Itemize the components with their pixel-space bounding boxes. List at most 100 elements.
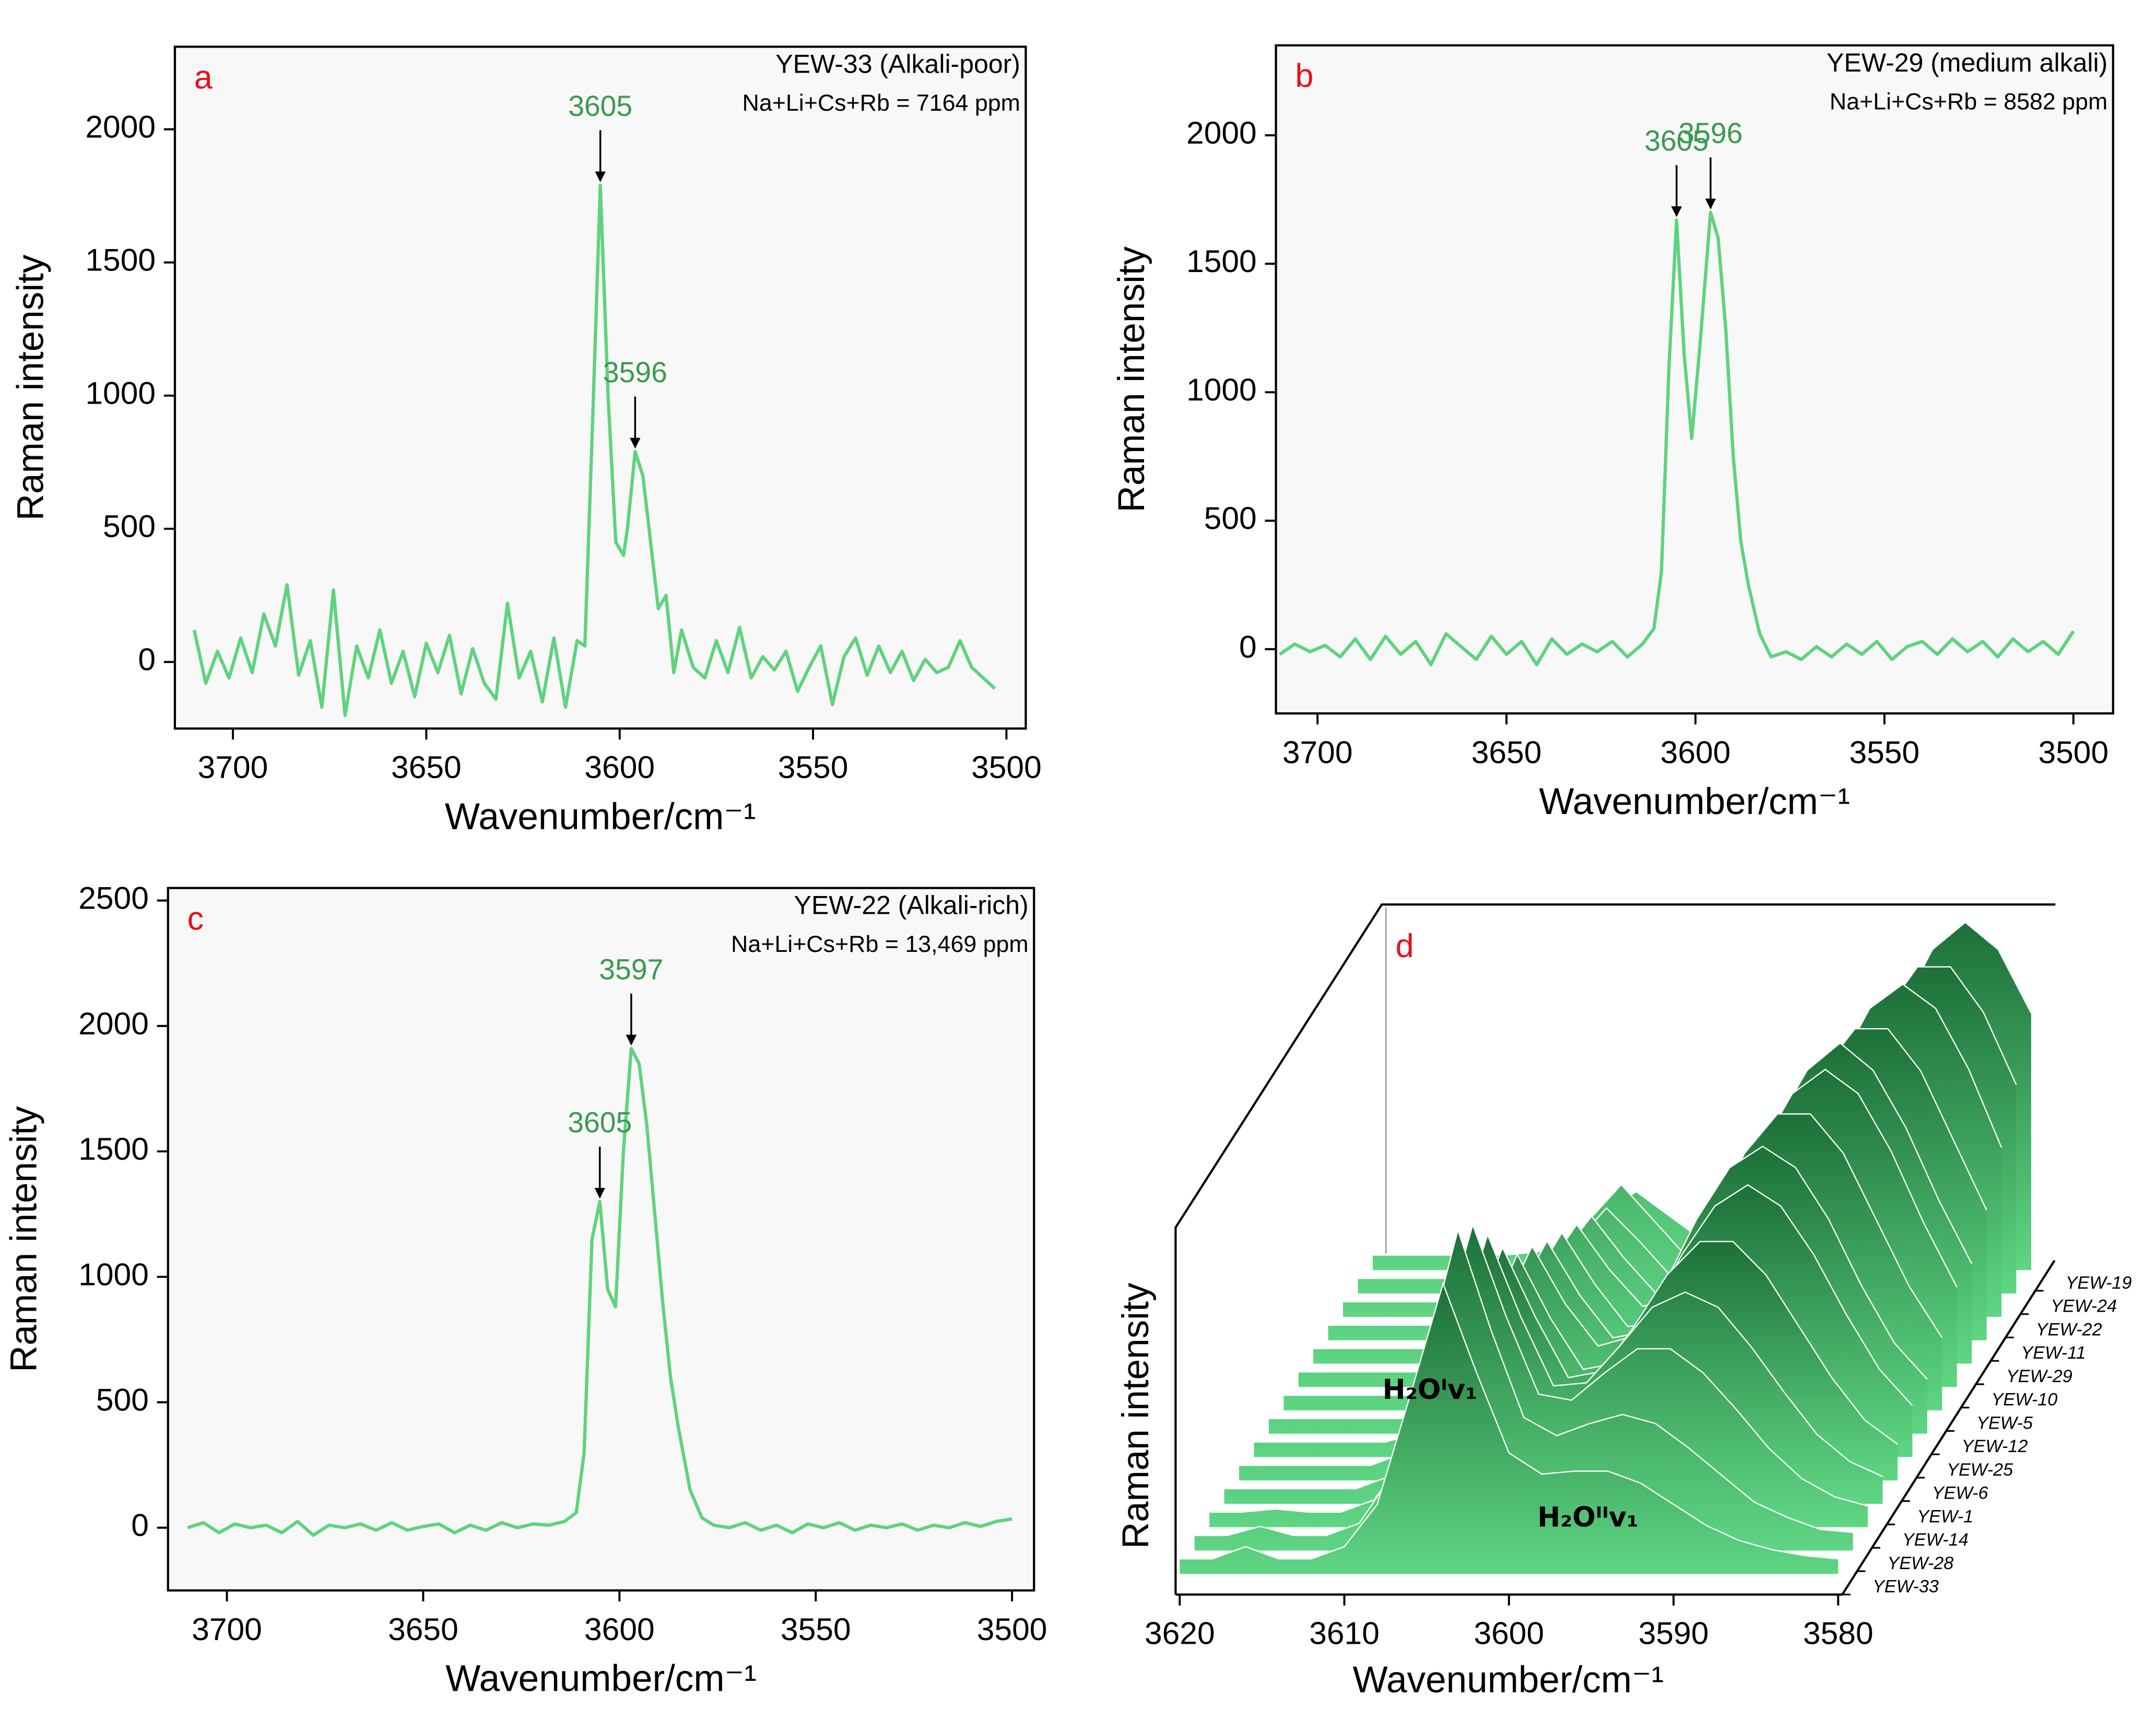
spectrum-line xyxy=(1279,210,2075,666)
y-tick-label: 1000 xyxy=(78,1256,149,1292)
spectrum-line xyxy=(1283,1113,1943,1396)
plot-frame xyxy=(167,887,1035,1592)
x-tick-label: 3620 xyxy=(1145,1616,1215,1651)
sample-title: YEW-29 (medium alkali) xyxy=(1827,48,2107,77)
y-tick-label: 1500 xyxy=(85,242,156,278)
y-tick-label: 0 xyxy=(1239,629,1257,664)
x-tick-label: 3550 xyxy=(1849,734,1920,770)
series-label: YEW-14 xyxy=(1902,1530,1969,1550)
x-tick-label: 3700 xyxy=(198,749,268,785)
spectrum-line xyxy=(1268,1146,1928,1419)
series-label: YEW-28 xyxy=(1888,1553,1954,1573)
series-label: YEW-6 xyxy=(1932,1483,1989,1503)
x-tick-label: 3650 xyxy=(391,749,462,785)
peak-label: 3605 xyxy=(568,90,632,122)
x-tick-label: 3500 xyxy=(977,1611,1047,1647)
y-tick-label: 500 xyxy=(1204,500,1257,536)
x-tick-label: 3600 xyxy=(1660,734,1731,770)
series-label: YEW-5 xyxy=(1976,1413,2033,1433)
series-label: YEW-29 xyxy=(2006,1366,2072,1386)
series-label: YEW-25 xyxy=(1947,1460,2013,1480)
panel-letter: b xyxy=(1295,58,1313,95)
spectrum-line xyxy=(1298,1068,1958,1373)
x-tick-label: 3580 xyxy=(1803,1616,1874,1651)
spectrum-area xyxy=(1180,1283,1839,1574)
peak-label: 3597 xyxy=(599,953,663,985)
x-tick-label: 3700 xyxy=(192,1611,262,1647)
band-label: H₂Oᴵv₁ xyxy=(1383,1374,1478,1406)
sample-title: YEW-33 (Alkali-poor) xyxy=(775,50,1020,79)
y-tick-label: 0 xyxy=(138,642,156,677)
x-tick-label: 3550 xyxy=(781,1611,851,1647)
series-label: YEW-1 xyxy=(1917,1506,1973,1526)
series-label: YEW-22 xyxy=(2036,1319,2102,1339)
y-axis-title: Raman intensity xyxy=(1115,1282,1157,1549)
y-axis-title: Raman intensity xyxy=(1111,246,1152,512)
series-label: YEW-10 xyxy=(1992,1390,2058,1410)
x-axis-title: Wavenumber/cm⁻¹ xyxy=(1353,1659,1664,1701)
spectrum-line xyxy=(192,183,996,717)
x-tick-label: 3590 xyxy=(1639,1616,1709,1651)
peak-label: 3596 xyxy=(603,356,667,388)
sample-subtitle: Na+Li+Cs+Rb = 13,469 ppm xyxy=(731,931,1029,957)
y-tick-label: 500 xyxy=(103,509,156,544)
spectrum-line xyxy=(1180,1281,1839,1560)
plot-frame xyxy=(173,45,1027,730)
series-label: YEW-11 xyxy=(2021,1343,2086,1363)
spectrum-line xyxy=(1194,1228,1853,1536)
x-tick-label: 3650 xyxy=(1471,734,1542,770)
y-tick-label: 500 xyxy=(96,1382,149,1418)
plot-area xyxy=(168,888,1034,1590)
spectrum-area xyxy=(1209,1224,1868,1527)
spectrum-line xyxy=(187,1046,1012,1537)
peak-label: 3596 xyxy=(1678,117,1742,149)
y-tick-label: 0 xyxy=(131,1507,149,1543)
y-axis-title: Raman intensity xyxy=(3,1106,44,1372)
panel-letter: a xyxy=(194,59,213,96)
x-tick-label: 3500 xyxy=(2038,734,2108,770)
y-axis-title: Raman intensity xyxy=(10,254,52,521)
x-axis-title: Wavenumber/cm⁻¹ xyxy=(445,1658,757,1699)
plot-frame xyxy=(1275,44,2114,715)
series-label: YEW-12 xyxy=(1962,1436,2028,1456)
spectrum-area xyxy=(1194,1230,1853,1551)
x-tick-label: 3650 xyxy=(388,1611,458,1647)
spectrum-line xyxy=(1224,1233,1883,1490)
y-tick-label: 2000 xyxy=(85,109,156,145)
spectrum-line xyxy=(1254,1184,1913,1443)
series-label: YEW-33 xyxy=(1872,1577,1939,1597)
y-tick-label: 2000 xyxy=(1186,115,1257,150)
x-tick-label: 3700 xyxy=(1282,734,1353,770)
peak-label: 3605 xyxy=(1644,125,1709,157)
plot-area xyxy=(1276,45,2113,714)
x-tick-label: 3610 xyxy=(1309,1616,1380,1651)
panel-letter: d xyxy=(1396,928,1414,964)
x-tick-label: 3550 xyxy=(778,749,849,785)
depth-axis-line xyxy=(1841,1259,2056,1595)
x-axis-title: Wavenumber/cm⁻¹ xyxy=(1539,781,1850,822)
series-label: YEW-19 xyxy=(2066,1273,2132,1293)
spectrum-line xyxy=(1239,1241,1898,1466)
peak-label: 3605 xyxy=(568,1106,632,1138)
x-axis-title: Wavenumber/cm⁻¹ xyxy=(445,796,756,838)
y-tick-label: 1500 xyxy=(1186,243,1257,279)
y-tick-label: 2000 xyxy=(78,1006,149,1041)
sample-title: YEW-22 (Alkali-rich) xyxy=(794,891,1029,920)
x-tick-label: 3600 xyxy=(584,1611,655,1647)
y-tick-label: 2500 xyxy=(78,880,149,916)
sample-subtitle: Na+Li+Cs+Rb = 8582 ppm xyxy=(1830,88,2107,114)
y-tick-label: 1000 xyxy=(1186,372,1257,407)
y-tick-label: 1000 xyxy=(85,375,156,411)
spectrum-line xyxy=(1313,1042,1973,1349)
series-label: YEW-24 xyxy=(2051,1297,2117,1316)
band-label: H₂Oᴵᴵv₁ xyxy=(1537,1502,1639,1534)
x-tick-label: 3600 xyxy=(584,749,655,785)
sample-subtitle: Na+Li+Cs+Rb = 7164 ppm xyxy=(743,90,1020,116)
panel-letter: c xyxy=(187,900,204,937)
box-frame xyxy=(1174,903,2056,1595)
x-tick-label: 3600 xyxy=(1474,1616,1544,1651)
y-tick-label: 1500 xyxy=(78,1131,149,1167)
x-tick-label: 3500 xyxy=(971,749,1042,785)
